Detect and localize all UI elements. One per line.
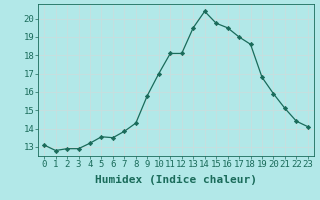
X-axis label: Humidex (Indice chaleur): Humidex (Indice chaleur) — [95, 175, 257, 185]
